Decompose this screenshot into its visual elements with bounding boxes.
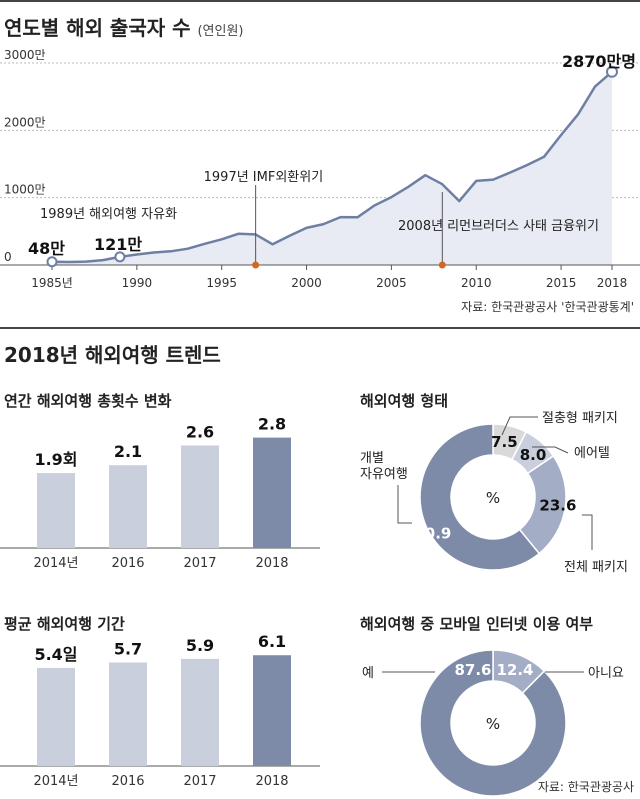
slice-value-label: 12.4 (496, 661, 533, 679)
y-tick-label: 1000만 (4, 183, 46, 197)
trend-title: 2018년 해외여행 트렌드 (4, 343, 221, 367)
x-tick-label: 2018 (255, 556, 288, 571)
slice-value-label: 60.9 (414, 524, 451, 542)
annotation-label: 1997년 IMF외환위기 (204, 170, 324, 185)
x-tick-label: 2016 (111, 556, 144, 571)
bar (109, 465, 147, 548)
x-tick-label: 2005 (376, 276, 407, 290)
page-title-unit: (연인원) (197, 24, 244, 39)
slice-category-label: 개별 자유여행 (360, 451, 408, 482)
series-area (52, 71, 612, 265)
x-tick-label: 2016 (111, 774, 144, 789)
slice-category-label: 절충형 패키지 (542, 411, 618, 426)
slice-category-label: 전체 패키지 (564, 560, 628, 575)
slice-category-label: 예 (362, 666, 374, 681)
section-rule (0, 327, 640, 329)
bar (37, 473, 75, 548)
slice-value-label: 87.6 (454, 661, 491, 679)
donut-center-label: % (486, 715, 500, 733)
slice-category-label: 에어텔 (574, 446, 610, 461)
y-tick-label: 3000만 (4, 48, 46, 62)
data-label: 121만 (94, 235, 142, 254)
leader-line (397, 485, 412, 524)
annotation-marker (438, 261, 446, 269)
x-tick-label: 2018 (597, 276, 628, 290)
data-point-marker (606, 65, 618, 78)
y-tick-label: 0 (4, 250, 12, 264)
annotation-label: 2008년 리먼브러더스 사태 금융위기 (398, 219, 599, 234)
bar-value-label: 1.9회 (34, 450, 77, 469)
trip-count-bar-chart: 1.9회 2014년 2.1 2016 2.6 2017 2.8 2018 (0, 415, 320, 571)
bar-value-label: 2.6 (186, 422, 214, 441)
x-tick-label: 2010 (461, 276, 492, 290)
bar-chart-1-title: 연간 해외여행 총횟수 변화 (4, 392, 172, 410)
donut-slice (419, 649, 567, 797)
x-tick-label: 2015 (546, 276, 577, 290)
donut-chart-2-title: 해외여행 중 모바일 인터넷 이용 여부 (360, 615, 594, 633)
x-tick-label: 2017 (183, 774, 216, 789)
mobile-internet-donut-chart: % 12.4 87.6 아니요 예 (362, 649, 624, 797)
leader-line (582, 514, 593, 550)
y-tick-label: 2000만 (4, 115, 46, 129)
page-title-text: 연도별 해외 출국자 수 (4, 16, 191, 40)
slice-category-label: 아니요 (588, 666, 624, 681)
data-label: 48만 (28, 239, 65, 258)
source-bottom: 자료: 한국관광공사 (537, 780, 634, 794)
x-tick-label: 2014년 (33, 774, 78, 789)
slice-value-label: 23.6 (539, 496, 576, 514)
x-tick-label: 2014년 (33, 556, 78, 571)
donut-center-label: % (486, 489, 500, 507)
bar-value-label: 5.4일 (34, 645, 77, 664)
data-label: 2870만명 (562, 52, 636, 71)
bar-value-label: 5.9 (186, 636, 214, 655)
x-tick-label: 1990 (122, 276, 153, 290)
data-point-marker (46, 256, 58, 268)
bar (181, 445, 219, 548)
bar-chart-2-title: 평균 해외여행 기간 (4, 615, 125, 633)
x-tick-label: 2017 (183, 556, 216, 571)
bar (109, 662, 147, 766)
x-tick-label: 2000 (291, 276, 322, 290)
page-title: 연도별 해외 출국자 수 (연인원) (4, 12, 244, 41)
bar (253, 437, 291, 548)
donut-slice (419, 423, 541, 571)
annotation-marker (252, 261, 260, 269)
leader-line (532, 446, 569, 454)
donut-chart-1-title: 해외여행 형태 (360, 392, 449, 410)
bar-value-label: 2.8 (258, 415, 286, 434)
bar-value-label: 2.1 (114, 442, 142, 461)
slice-value-label: 8.0 (520, 446, 547, 464)
series-line (51, 70, 613, 264)
trip-duration-bar-chart: 5.4일 2014년 5.7 2016 5.9 2017 6.1 2018 (0, 632, 320, 789)
data-point-marker (114, 251, 126, 263)
source-top: 자료: 한국관광공사 '한국관광통계' (461, 300, 634, 314)
outbound-travelers-chart: 0 1000만 2000만 3000만 1985년 1990 1995 2000 2005 201… (0, 48, 640, 290)
leader-line (501, 416, 538, 436)
x-tick-label: 2018 (255, 774, 288, 789)
bar-value-label: 5.7 (114, 640, 142, 659)
bar (37, 667, 75, 766)
x-tick-label: 1995 (206, 276, 237, 290)
x-tick-label: 1985년 (31, 276, 73, 290)
bar-value-label: 6.1 (258, 632, 286, 651)
annotation-label: 1989년 해외여행 자유화 (40, 206, 177, 222)
bar (253, 655, 291, 766)
top-rule (0, 0, 640, 2)
bar (181, 658, 219, 766)
slice-value-label: 7.5 (491, 433, 518, 451)
